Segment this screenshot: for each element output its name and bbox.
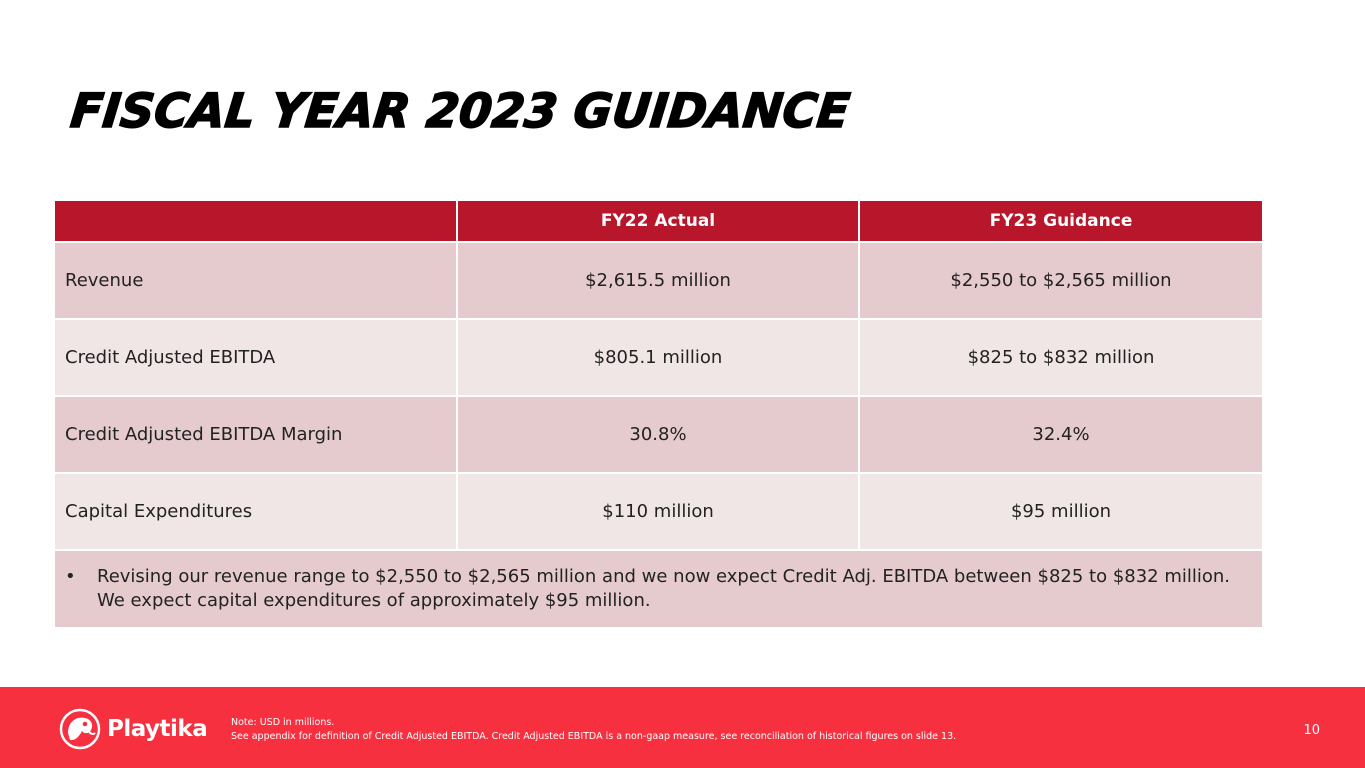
row-fy23-guidance: $825 to $832 million	[858, 318, 1262, 396]
slide-title: FISCAL YEAR 2023 GUIDANCE	[67, 83, 853, 140]
table-row: Credit Adjusted EBITDA $805.1 million $8…	[55, 318, 1262, 396]
footnote-line-1: Note: USD in millions.	[231, 717, 335, 728]
row-fy23-guidance: $2,550 to $2,565 million	[858, 241, 1262, 319]
row-fy23-guidance: $95 million	[858, 472, 1262, 550]
table-header-row: FY22 Actual FY23 Guidance	[55, 201, 1262, 242]
row-metric: Credit Adjusted EBITDA	[55, 318, 457, 396]
header-fy23-guidance: FY23 Guidance	[858, 201, 1262, 242]
footer-bar: Playtika Note: USD in millions. See appe…	[0, 687, 1365, 768]
row-fy22-actual: $2,615.5 million	[456, 241, 859, 319]
row-fy22-actual: 30.8%	[456, 395, 859, 473]
guidance-table: FY22 Actual FY23 Guidance Revenue $2,615…	[55, 201, 1262, 627]
row-metric: Capital Expenditures	[55, 472, 457, 550]
table-row: Capital Expenditures $110 million $95 mi…	[55, 472, 1262, 550]
row-metric: Credit Adjusted EBITDA Margin	[55, 395, 457, 473]
page-number: 10	[1303, 723, 1320, 738]
playtika-logo: Playtika	[58, 707, 208, 751]
logo-wordmark: Playtika	[107, 716, 208, 742]
table-row: Revenue $2,615.5 million $2,550 to $2,56…	[55, 241, 1262, 319]
commentary-text: Revising our revenue range to $2,550 to …	[97, 566, 1231, 611]
commentary-cell: • Revising our revenue range to $2,550 t…	[55, 549, 1262, 627]
commentary-bullet-item: • Revising our revenue range to $2,550 t…	[65, 565, 1252, 613]
row-fy23-guidance: 32.4%	[858, 395, 1262, 473]
bullet-marker: •	[65, 566, 76, 587]
row-fy22-actual: $110 million	[456, 472, 859, 550]
row-metric: Revenue	[55, 241, 457, 319]
playtika-logo-icon	[59, 708, 101, 750]
row-fy22-actual: $805.1 million	[456, 318, 859, 396]
table-row: Credit Adjusted EBITDA Margin 30.8% 32.4…	[55, 395, 1262, 473]
header-fy22-actual: FY22 Actual	[456, 201, 859, 242]
header-metric	[55, 201, 457, 242]
footnote: Note: USD in millions. See appendix for …	[231, 716, 956, 744]
footnote-line-2: See appendix for definition of Credit Ad…	[231, 731, 957, 742]
commentary-row: • Revising our revenue range to $2,550 t…	[55, 549, 1262, 627]
